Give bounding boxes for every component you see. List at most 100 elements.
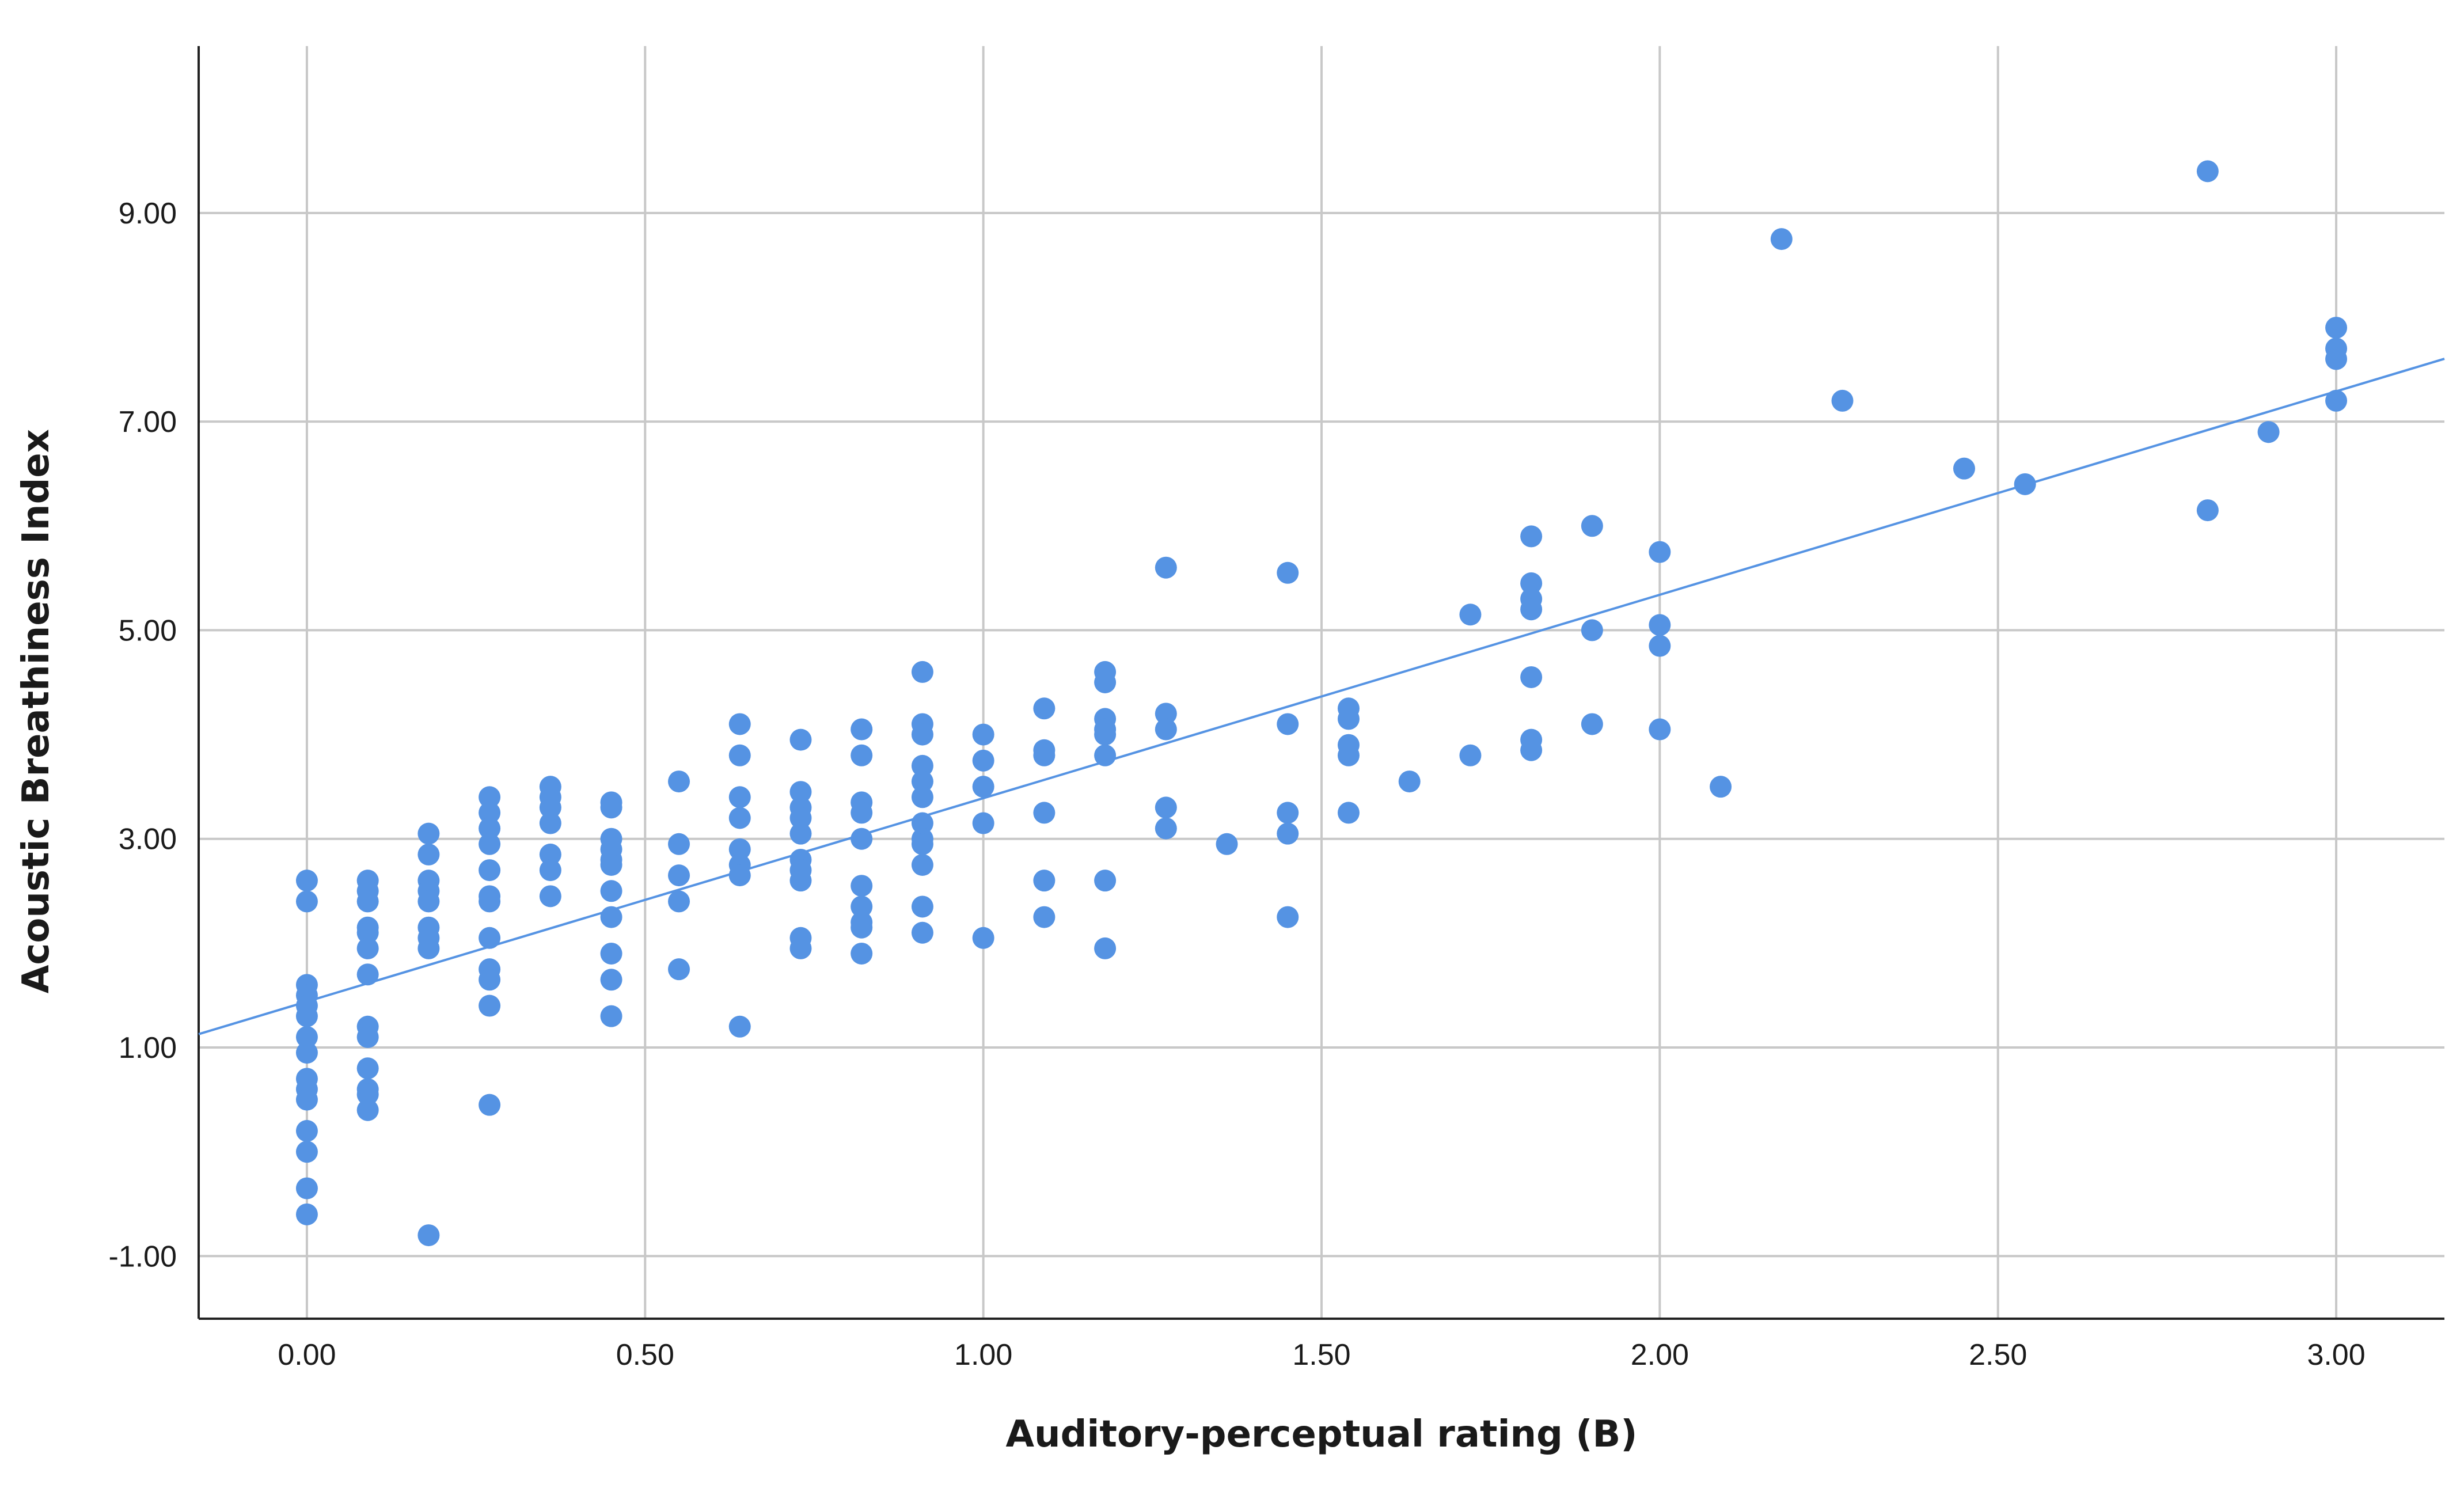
- data-point: [479, 927, 501, 949]
- data-point: [2196, 160, 2219, 183]
- data-point: [1033, 802, 1056, 824]
- data-points: [295, 160, 2348, 1247]
- data-point: [1520, 666, 1543, 688]
- data-point: [911, 812, 933, 834]
- data-point: [668, 890, 690, 913]
- data-point: [1581, 515, 1603, 537]
- data-point: [789, 822, 812, 845]
- y-tick-label: 9.00: [119, 197, 177, 230]
- data-point: [1277, 906, 1299, 928]
- data-point: [479, 817, 501, 840]
- y-tick-label: 7.00: [119, 405, 177, 439]
- data-point: [1155, 817, 1177, 840]
- regression-line-group: [198, 358, 2445, 1035]
- data-point: [1094, 937, 1117, 959]
- data-point: [668, 864, 690, 887]
- data-point: [728, 864, 751, 887]
- regression-line: [198, 358, 2445, 1035]
- data-point: [1277, 713, 1299, 735]
- data-point: [911, 770, 933, 793]
- data-point: [1520, 525, 1543, 548]
- data-point: [1520, 739, 1543, 761]
- data-point: [479, 833, 501, 855]
- data-point: [295, 1119, 318, 1142]
- data-point: [972, 749, 994, 772]
- data-point: [295, 1141, 318, 1163]
- data-point: [1520, 598, 1543, 621]
- data-point: [728, 713, 751, 735]
- data-point: [1216, 833, 1238, 855]
- data-point: [356, 963, 379, 986]
- data-point: [972, 776, 994, 798]
- data-point: [1337, 744, 1360, 766]
- data-point: [1459, 603, 1482, 626]
- data-point: [539, 843, 561, 866]
- x-tick-label: 2.00: [1631, 1338, 1689, 1372]
- data-point: [1277, 561, 1299, 584]
- data-point: [2196, 499, 2219, 522]
- data-point: [851, 875, 873, 897]
- data-point: [417, 890, 440, 913]
- data-point: [600, 854, 622, 876]
- data-point: [295, 1042, 318, 1064]
- data-point: [2325, 348, 2348, 370]
- data-point: [417, 843, 440, 866]
- x-tick-label: 1.00: [954, 1338, 1012, 1372]
- data-point: [600, 1005, 622, 1027]
- x-tick-labels: 0.00 0.50 1.00 1.50 2.00 2.50 3.00: [278, 1338, 2365, 1372]
- data-point: [2325, 317, 2348, 339]
- data-point: [295, 870, 318, 892]
- y-tick-label: 3.00: [119, 823, 177, 856]
- data-point: [479, 890, 501, 913]
- data-point: [972, 927, 994, 949]
- data-point: [789, 781, 812, 803]
- data-point: [1459, 744, 1482, 766]
- y-tick-label: 1.00: [119, 1031, 177, 1065]
- data-point: [295, 1203, 318, 1225]
- data-point: [972, 812, 994, 834]
- data-point: [295, 1005, 318, 1027]
- x-axis-title: Auditory-perceptual rating (B): [1006, 1413, 1638, 1456]
- data-point: [417, 1224, 440, 1247]
- data-point: [539, 812, 561, 834]
- data-point: [728, 786, 751, 808]
- data-point: [479, 969, 501, 991]
- data-point: [417, 937, 440, 959]
- data-point: [356, 890, 379, 913]
- data-point: [600, 906, 622, 928]
- data-point: [295, 1026, 318, 1048]
- data-point: [789, 937, 812, 959]
- data-point: [911, 661, 933, 683]
- data-point: [668, 770, 690, 793]
- grid: [199, 46, 2444, 1319]
- data-point: [356, 1057, 379, 1080]
- data-point: [2325, 389, 2348, 412]
- data-point: [1155, 703, 1177, 725]
- data-point: [789, 807, 812, 829]
- data-point: [1398, 770, 1421, 793]
- y-tick-label: -1.00: [108, 1240, 177, 1273]
- x-tick-label: 1.50: [1292, 1338, 1350, 1372]
- data-point: [1770, 228, 1793, 250]
- data-point: [1581, 713, 1603, 735]
- data-point: [789, 870, 812, 892]
- data-point: [1033, 697, 1056, 720]
- data-point: [479, 1094, 501, 1116]
- data-point: [479, 994, 501, 1017]
- data-point: [851, 718, 873, 741]
- data-point: [911, 895, 933, 918]
- data-point: [600, 880, 622, 902]
- data-point: [356, 1026, 379, 1048]
- data-point: [1581, 619, 1603, 641]
- data-point: [2014, 473, 2036, 495]
- data-point: [851, 744, 873, 766]
- data-point: [1033, 906, 1056, 928]
- y-tick-labels: -1.00 1.00 3.00 5.00 7.00 9.00: [108, 197, 177, 1273]
- y-axis-title: Acoustic Breathiness Index: [15, 429, 58, 993]
- data-point: [1094, 870, 1117, 892]
- data-point: [479, 859, 501, 882]
- data-point: [356, 1083, 379, 1106]
- data-point: [2257, 421, 2280, 443]
- data-point: [851, 942, 873, 965]
- data-point: [851, 827, 873, 850]
